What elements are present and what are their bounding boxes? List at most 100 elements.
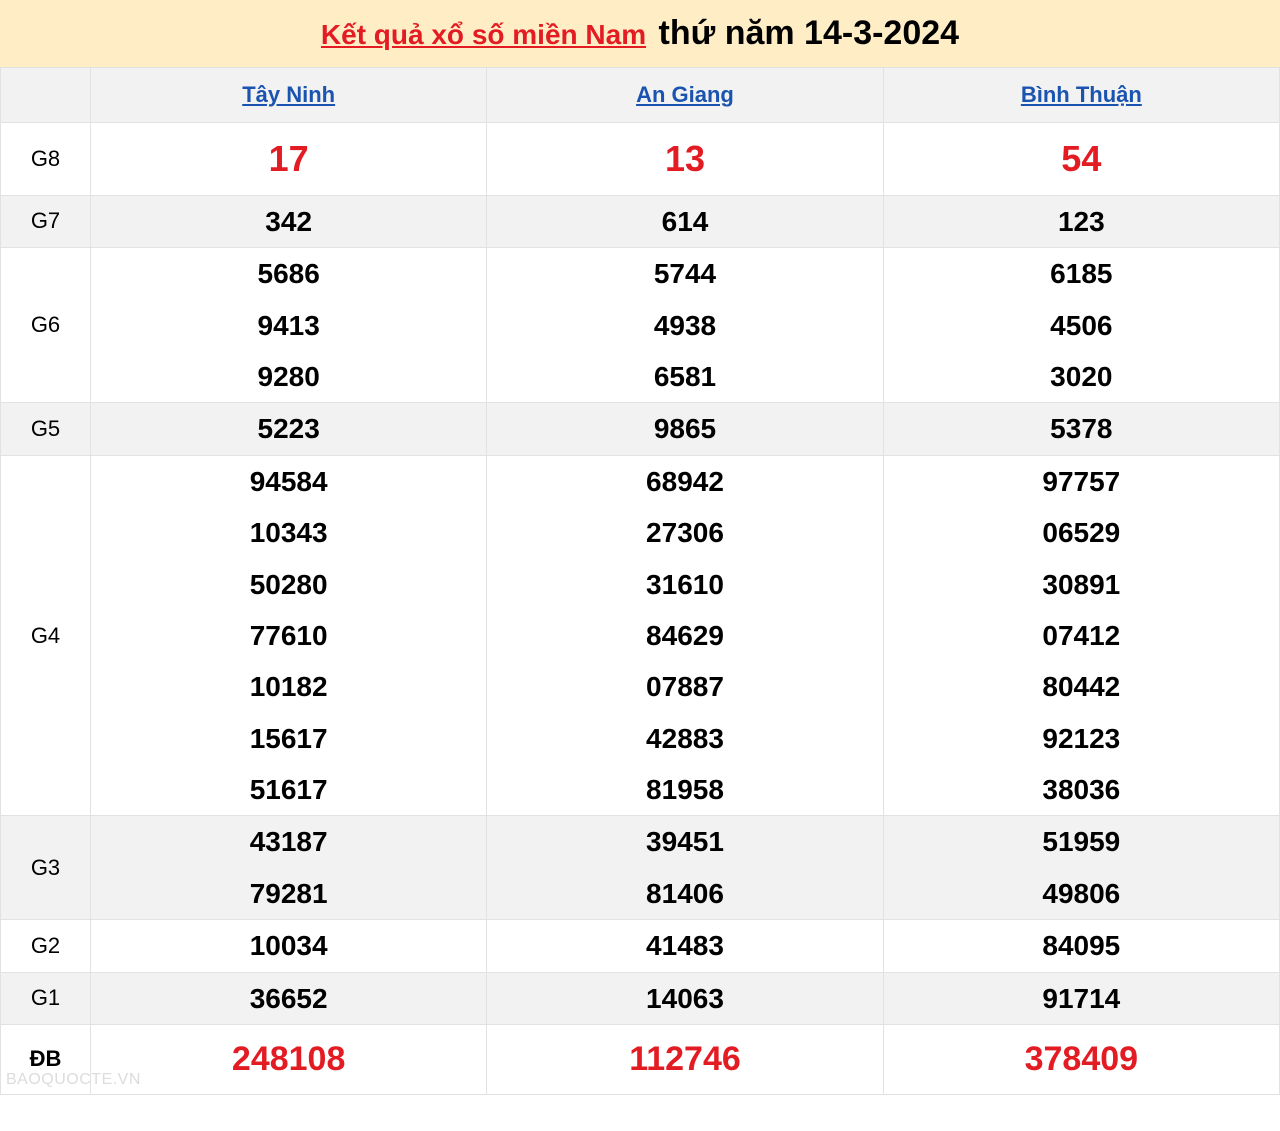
prize-cell: 9865 xyxy=(487,403,883,455)
prize-value: 15617 xyxy=(91,713,486,764)
prize-value: 3020 xyxy=(884,351,1279,402)
prize-value: 5223 xyxy=(91,403,486,454)
prize-value: 92123 xyxy=(884,713,1279,764)
prize-value: 42883 xyxy=(487,713,882,764)
prize-value: 112746 xyxy=(487,1025,882,1094)
prize-value: 97757 xyxy=(884,456,1279,507)
prize-value: 79281 xyxy=(91,868,486,919)
province-header: Bình Thuận xyxy=(883,68,1279,123)
prize-value: 77610 xyxy=(91,610,486,661)
prize-label: G5 xyxy=(1,403,91,455)
prize-value: 10182 xyxy=(91,661,486,712)
province-header: An Giang xyxy=(487,68,883,123)
prize-row: G494584103435028077610101821561751617689… xyxy=(1,455,1280,816)
prize-value: 51617 xyxy=(91,764,486,815)
prize-value: 4938 xyxy=(487,300,882,351)
prize-label: G3 xyxy=(1,816,91,920)
prize-label: G1 xyxy=(1,972,91,1024)
prize-label: ĐB xyxy=(1,1025,91,1095)
prize-row: G7342614123 xyxy=(1,195,1280,247)
prize-cell: 3945181406 xyxy=(487,816,883,920)
prize-cell: 5195949806 xyxy=(883,816,1279,920)
province-link-binh-thuan[interactable]: Bình Thuận xyxy=(1021,82,1142,107)
prize-label: G4 xyxy=(1,455,91,816)
prize-cell: 618545063020 xyxy=(883,248,1279,403)
prize-row: G2100344148384095 xyxy=(1,920,1280,972)
prize-value: 51959 xyxy=(884,816,1279,867)
prize-cell: 84095 xyxy=(883,920,1279,972)
prize-value: 342 xyxy=(91,196,486,247)
prize-value: 36652 xyxy=(91,973,486,1024)
prize-value: 5686 xyxy=(91,248,486,299)
prize-value: 17 xyxy=(91,123,486,195)
prize-value: 6581 xyxy=(487,351,882,402)
prize-value: 07412 xyxy=(884,610,1279,661)
prize-cell: 5223 xyxy=(91,403,487,455)
prize-cell: 17 xyxy=(91,123,487,196)
prize-value: 38036 xyxy=(884,764,1279,815)
prize-cell: 68942273063161084629078874288381958 xyxy=(487,455,883,816)
prize-cell: 5378 xyxy=(883,403,1279,455)
prize-value: 30891 xyxy=(884,559,1279,610)
prize-cell: 378409 xyxy=(883,1025,1279,1095)
prize-value: 68942 xyxy=(487,456,882,507)
prize-value: 80442 xyxy=(884,661,1279,712)
prize-cell: 97757065293089107412804429212338036 xyxy=(883,455,1279,816)
prize-label: G7 xyxy=(1,195,91,247)
prize-cell: 94584103435028077610101821561751617 xyxy=(91,455,487,816)
draw-date: thứ năm 14-3-2024 xyxy=(659,14,960,52)
prize-value: 6185 xyxy=(884,248,1279,299)
prize-cell: 342 xyxy=(91,195,487,247)
prize-cell: 54 xyxy=(883,123,1279,196)
prize-value: 50280 xyxy=(91,559,486,610)
prize-cell: 568694139280 xyxy=(91,248,487,403)
prize-value: 06529 xyxy=(884,507,1279,558)
prize-cell: 112746 xyxy=(487,1025,883,1095)
prize-cell: 614 xyxy=(487,195,883,247)
results-table: Tây Ninh An Giang Bình Thuận G8171354G73… xyxy=(0,67,1280,1095)
prize-value: 248108 xyxy=(91,1025,486,1094)
province-link-tay-ninh[interactable]: Tây Ninh xyxy=(242,82,335,107)
prize-value: 14063 xyxy=(487,973,882,1024)
prize-cell: 10034 xyxy=(91,920,487,972)
lottery-results-container: Kết quả xổ số miền Nam thứ năm 14-3-2024… xyxy=(0,0,1280,1095)
prize-column-header xyxy=(1,68,91,123)
prize-value: 9865 xyxy=(487,403,882,454)
prize-cell: 248108 xyxy=(91,1025,487,1095)
prize-row: G6568694139280574449386581618545063020 xyxy=(1,248,1280,403)
province-header-row: Tây Ninh An Giang Bình Thuận xyxy=(1,68,1280,123)
prize-row: G8171354 xyxy=(1,123,1280,196)
prize-value: 614 xyxy=(487,196,882,247)
prize-cell: 574449386581 xyxy=(487,248,883,403)
prize-label: G6 xyxy=(1,248,91,403)
prize-value: 13 xyxy=(487,123,882,195)
prize-value: 84095 xyxy=(884,920,1279,971)
prize-value: 54 xyxy=(884,123,1279,195)
prize-value: 07887 xyxy=(487,661,882,712)
prize-label: G2 xyxy=(1,920,91,972)
region-link[interactable]: Kết quả xổ số miền Nam xyxy=(321,19,646,50)
prize-cell: 41483 xyxy=(487,920,883,972)
province-link-an-giang[interactable]: An Giang xyxy=(636,82,734,107)
province-header: Tây Ninh xyxy=(91,68,487,123)
prize-cell: 91714 xyxy=(883,972,1279,1024)
prize-value: 10034 xyxy=(91,920,486,971)
prize-value: 43187 xyxy=(91,816,486,867)
prize-value: 81958 xyxy=(487,764,882,815)
prize-cell: 4318779281 xyxy=(91,816,487,920)
prize-value: 49806 xyxy=(884,868,1279,919)
prize-value: 94584 xyxy=(91,456,486,507)
page-header: Kết quả xổ số miền Nam thứ năm 14-3-2024 xyxy=(0,0,1280,67)
prize-cell: 36652 xyxy=(91,972,487,1024)
prize-row: G1366521406391714 xyxy=(1,972,1280,1024)
prize-label: G8 xyxy=(1,123,91,196)
prize-row: G5522398655378 xyxy=(1,403,1280,455)
prize-value: 5378 xyxy=(884,403,1279,454)
prize-row: ĐB248108112746378409 xyxy=(1,1025,1280,1095)
prize-value: 5744 xyxy=(487,248,882,299)
prize-value: 9413 xyxy=(91,300,486,351)
prize-value: 84629 xyxy=(487,610,882,661)
prize-cell: 123 xyxy=(883,195,1279,247)
prize-value: 39451 xyxy=(487,816,882,867)
prize-value: 91714 xyxy=(884,973,1279,1024)
